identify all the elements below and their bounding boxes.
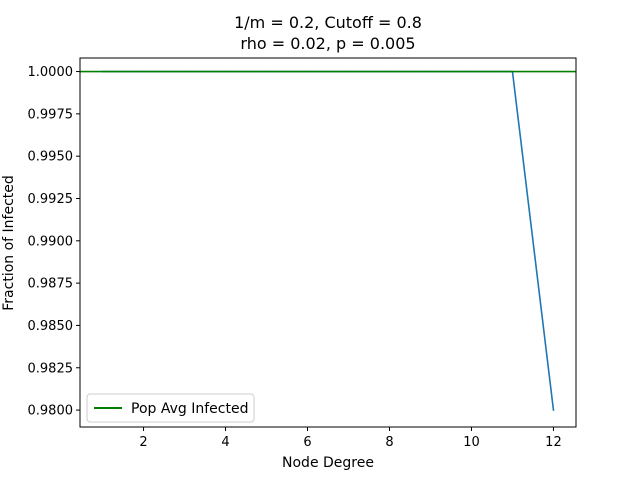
legend-box — [86, 393, 255, 423]
x-tick-label: 2 — [139, 435, 147, 450]
x-tick-label: 4 — [221, 435, 229, 450]
y-tick-label: 0.9900 — [28, 234, 74, 249]
y-tick-label: 0.9800 — [28, 404, 74, 419]
legend: Pop Avg Infected — [86, 393, 255, 423]
y-axis-label: Fraction of Infected — [1, 175, 17, 311]
x-tick-label: 8 — [385, 435, 393, 450]
series-line-fraction-infected — [102, 70, 555, 411]
y-tick-label: 0.9825 — [28, 361, 74, 376]
x-tick-label: 10 — [463, 435, 480, 450]
x-tick-label: 6 — [303, 435, 311, 450]
y-tick-label: 0.9950 — [28, 150, 74, 165]
plot-area — [80, 70, 576, 411]
chart-title-line-1: 1/m = 0.2, Cutoff = 0.8 — [234, 13, 422, 32]
y-tick-label: 0.9850 — [28, 319, 74, 334]
y-tick-label: 0.9875 — [28, 277, 74, 292]
legend-label-pop-avg-infected: Pop Avg Infected — [131, 401, 248, 417]
axes: 2 4 6 8 10 12 1.0000 0.9975 0.9950 0.9925 0.9900 0.… — [28, 57, 577, 450]
y-tick-label: 1.0000 — [28, 65, 74, 80]
x-axis-label: Node Degree — [282, 455, 374, 471]
y-tick-label: 0.9925 — [28, 192, 74, 207]
y-tick-label: 0.9975 — [28, 107, 74, 122]
data-point — [552, 409, 555, 411]
chart-title-line-2: rho = 0.02, p = 0.005 — [240, 34, 415, 53]
plot-frame — [79, 57, 577, 428]
x-tick-label: 12 — [545, 435, 562, 450]
